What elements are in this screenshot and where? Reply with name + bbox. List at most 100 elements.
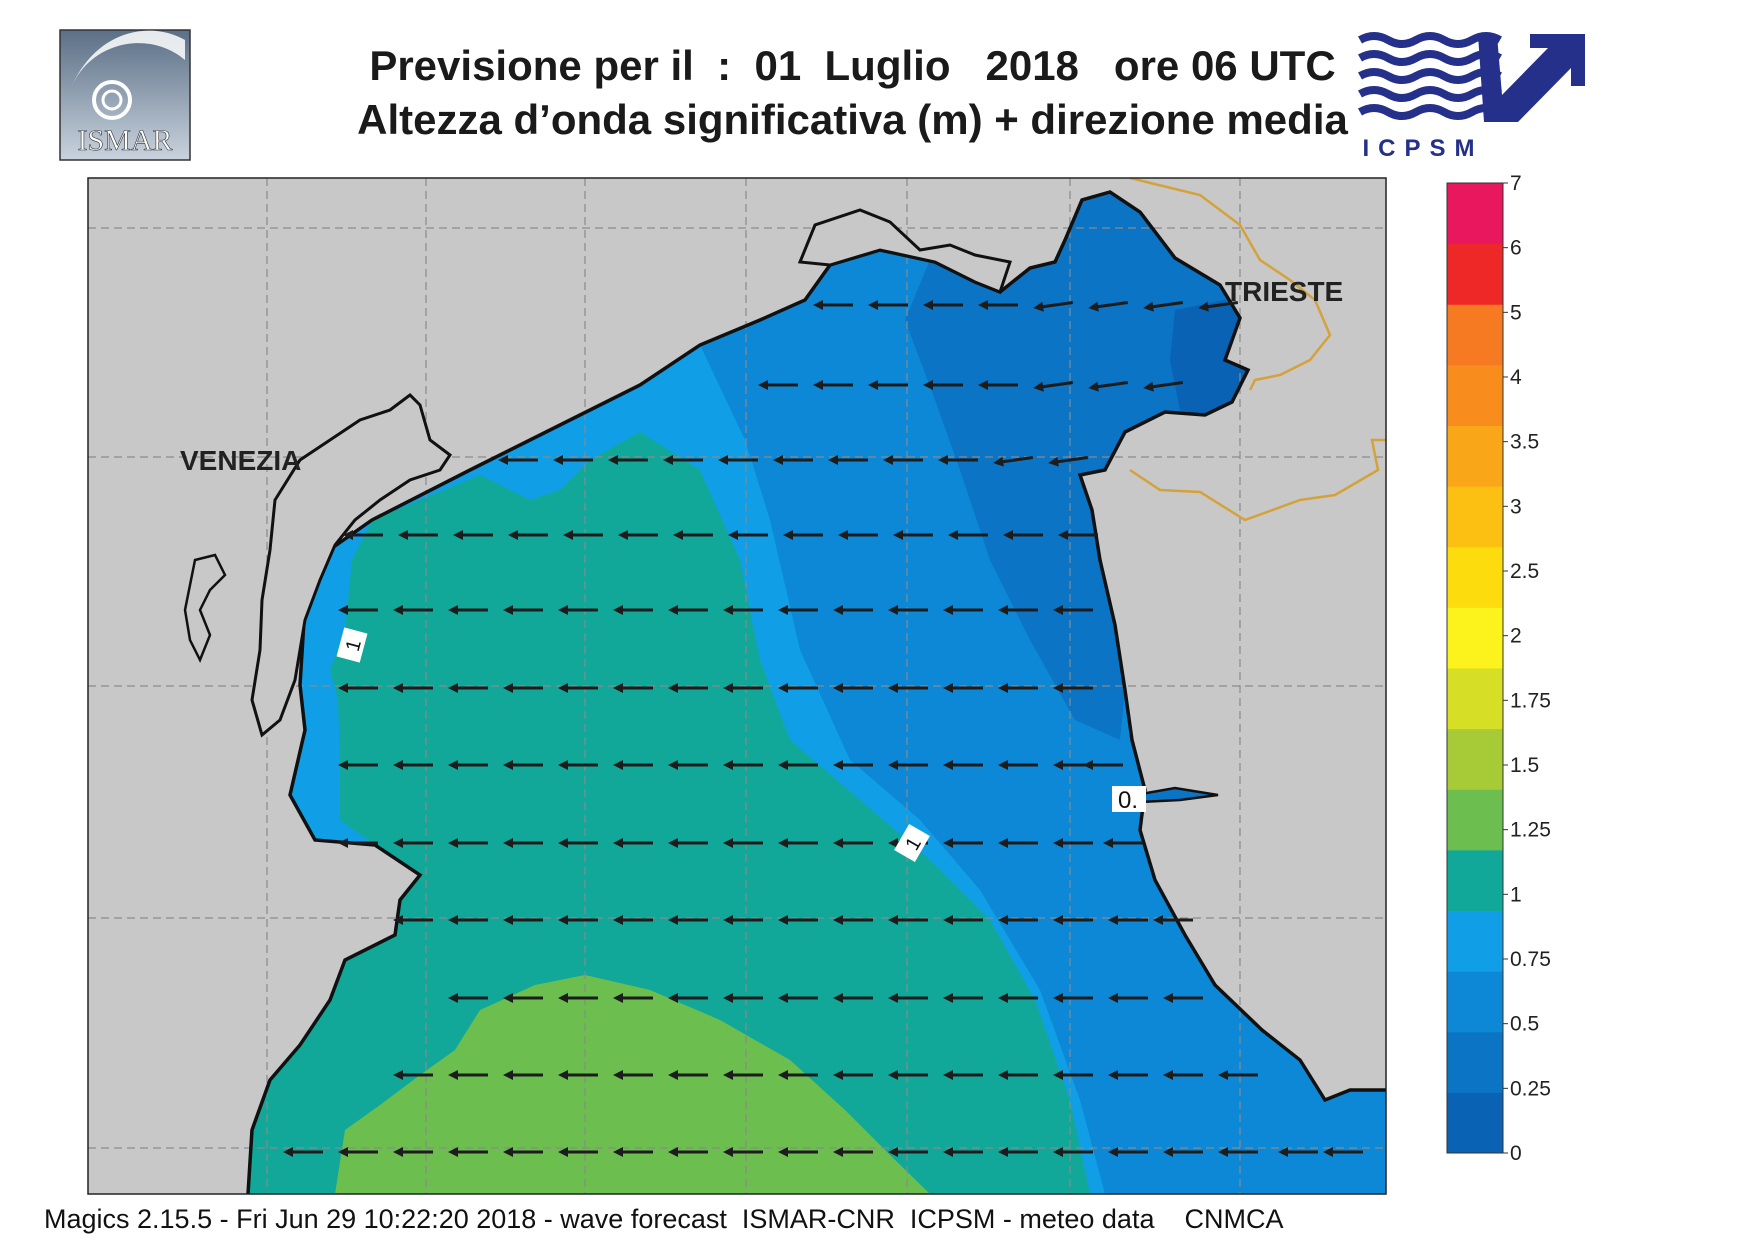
wave-arrow [558, 683, 598, 693]
wave-arrow [558, 760, 598, 770]
wave-arrow [1053, 1147, 1093, 1157]
wave-arrow [723, 838, 763, 848]
wave-direction-arrows [283, 300, 1363, 1157]
wave-arrow [943, 1147, 983, 1157]
colorbar-tick-label: 6 [1510, 237, 1522, 260]
wave-arrow [833, 915, 873, 925]
wave-arrow [1053, 683, 1093, 693]
wave-arrow [1048, 456, 1089, 467]
wave-arrow [1053, 993, 1093, 1003]
wave-arrow [453, 530, 493, 540]
wave-arrow [923, 300, 963, 310]
wave-arrow [1278, 1147, 1318, 1157]
wave-arrow [508, 530, 548, 540]
wave-arrow [778, 683, 818, 693]
graticule [88, 178, 1386, 1194]
wave-arrow [813, 380, 853, 390]
colorbar-tick-label: 2 [1510, 625, 1522, 648]
wave-arrow [723, 760, 763, 770]
wave-arrow [943, 1070, 983, 1080]
wave-arrow [978, 380, 1018, 390]
colorbar-swatch [1447, 728, 1503, 790]
wave-arrow [613, 1070, 653, 1080]
wave-arrow [998, 838, 1038, 848]
wave-arrow [393, 760, 433, 770]
wave-arrow [833, 605, 873, 615]
wave-band-0.5-0.75 [700, 192, 1386, 1194]
wave-arrow [558, 838, 598, 848]
wave-arrow [448, 993, 488, 1003]
wave-arrow [1053, 838, 1093, 848]
wave-arrow [393, 838, 433, 848]
wave-arrow [1163, 1147, 1203, 1157]
wave-arrow [393, 915, 433, 925]
wave-arrow [868, 300, 908, 310]
wave-arrow [1163, 1070, 1203, 1080]
wave-arrow [503, 1147, 543, 1157]
wave-arrow [1053, 1070, 1093, 1080]
wave-arrow [998, 915, 1038, 925]
wave-arrow [618, 530, 658, 540]
wave-arrow [613, 993, 653, 1003]
wave-arrow [668, 683, 708, 693]
wave-arrow [723, 1147, 763, 1157]
wave-arrow [613, 605, 653, 615]
wave-arrow [888, 1147, 928, 1157]
venice-lagoon-outline [250, 393, 453, 738]
wave-arrow [833, 1070, 873, 1080]
map-frame [87, 177, 1387, 1195]
wave-arrow [998, 605, 1038, 615]
wave-arrow [563, 530, 603, 540]
wave-arrow [778, 760, 818, 770]
colorbar-tick-label: 5 [1510, 301, 1522, 324]
wave-arrow [503, 605, 543, 615]
wave-arrow [338, 838, 378, 848]
colorbar-legend: 0 0.25 0.5 0.75 1 1.25 1.5 1.75 2 2.5 3 3.5 4 5 6 7 [1446, 172, 1551, 1165]
wave-arrow [943, 838, 983, 848]
wave-arrow [723, 605, 763, 615]
wave-arrow [813, 300, 853, 310]
colorbar-frame [1446, 182, 1504, 1154]
wave-arrow [1088, 381, 1129, 392]
wave-arrow [833, 760, 873, 770]
wave-arrow [673, 530, 713, 540]
svg-text:1: 1 [901, 834, 926, 855]
wave-arrow [778, 1070, 818, 1080]
svg-text:0.: 0. [1118, 787, 1138, 814]
wave-arrow [888, 1070, 928, 1080]
svg-text:1: 1 [342, 637, 366, 653]
trieste-peninsula-outline [797, 208, 1012, 294]
wave-arrow [498, 455, 538, 465]
colorbar-tick-label: 1 [1510, 883, 1522, 906]
colorbar-swatch [1447, 1092, 1503, 1154]
wave-arrow [1108, 1147, 1148, 1157]
land-background [88, 178, 1386, 1194]
wave-arrow [1163, 993, 1203, 1003]
wave-arrow [943, 760, 983, 770]
wave-arrow [943, 683, 983, 693]
wave-arrow [888, 683, 928, 693]
wave-arrow [393, 683, 433, 693]
colorbar-swatch [1447, 668, 1503, 730]
contour-label-c: 0. [1112, 786, 1146, 814]
colorbar-swatch [1447, 849, 1503, 911]
wave-arrow [448, 760, 488, 770]
wave-arrow [978, 300, 1018, 310]
wave-arrow [393, 1147, 433, 1157]
wave-arrow [608, 455, 648, 465]
wave-arrow [888, 760, 928, 770]
page-title: Previsione per il : 01 Luglio 2018 ore 0… [369, 42, 1336, 89]
wave-arrow [993, 456, 1034, 467]
city-label-trieste: TRIESTE [1225, 276, 1343, 307]
colorbar-tick-label: 0.75 [1510, 948, 1551, 971]
contour-label-a: 1 [336, 627, 368, 663]
wave-arrow [503, 760, 543, 770]
wave-arrow [778, 993, 818, 1003]
wave-arrow [1143, 381, 1184, 392]
wave-arrow [668, 1147, 708, 1157]
wave-arrow [613, 683, 653, 693]
sea-region [248, 192, 1386, 1194]
colorbar-tick-label: 7 [1510, 172, 1522, 195]
map-area: VENEZIA TRIESTE 1 1 0. [88, 178, 1386, 1194]
wave-arrow [1108, 993, 1148, 1003]
